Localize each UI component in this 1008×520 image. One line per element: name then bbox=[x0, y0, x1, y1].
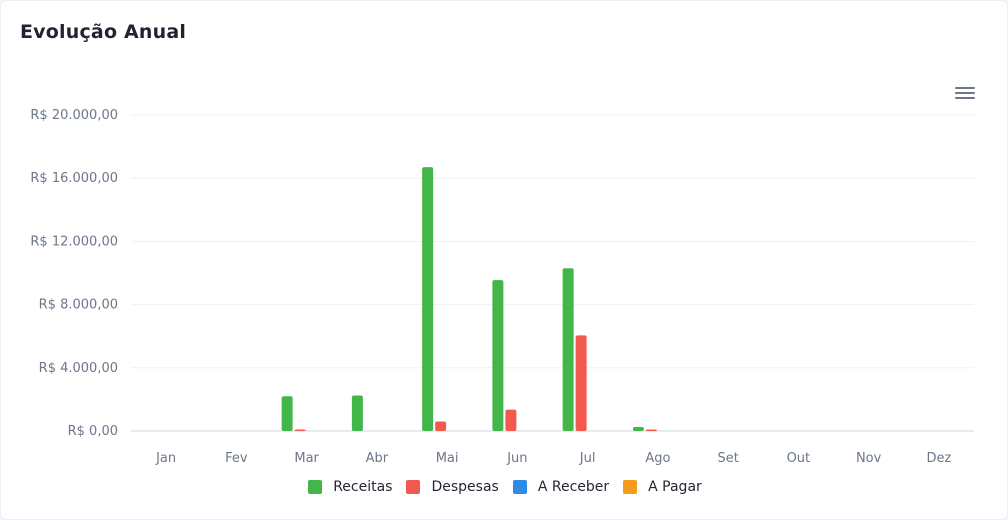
x-tick-label: Mar bbox=[294, 451, 319, 466]
legend-swatch bbox=[406, 480, 421, 494]
bar-despesas bbox=[435, 421, 447, 431]
bar-receitas bbox=[562, 268, 574, 431]
chart-legend: Receitas Despesas A Receber A Pagar bbox=[1, 479, 1008, 495]
x-tick-label: Ago bbox=[645, 451, 670, 466]
legend-label: Receitas bbox=[333, 479, 393, 495]
bar-receitas bbox=[281, 396, 293, 431]
bar-receitas bbox=[422, 167, 434, 431]
x-tick-label: Nov bbox=[856, 451, 882, 466]
legend-item[interactable]: Despesas bbox=[406, 479, 499, 495]
bar-despesas bbox=[575, 335, 587, 431]
x-tick-label: Jul bbox=[579, 451, 596, 466]
x-tick-label: Abr bbox=[366, 451, 389, 466]
x-tick-label: Fev bbox=[225, 451, 248, 466]
legend-label: A Pagar bbox=[648, 479, 702, 495]
bar-despesas bbox=[294, 429, 306, 431]
annual-evolution-chart: R$ 0,00 R$ 4.000,00 R$ 8.000,00 R$ 12.000,0… bbox=[30, 108, 974, 466]
bar-receitas bbox=[632, 427, 644, 431]
legend-item[interactable]: A Pagar bbox=[623, 479, 702, 495]
x-tick-label: Set bbox=[717, 451, 738, 466]
y-tick-label: R$ 8.000,00 bbox=[39, 298, 118, 313]
x-tick-label: Jan bbox=[155, 451, 176, 466]
bar-receitas bbox=[351, 395, 363, 431]
x-tick-label: Jun bbox=[506, 451, 527, 466]
bar-receitas bbox=[492, 280, 504, 431]
legend-swatch bbox=[308, 480, 323, 494]
legend-item[interactable]: Receitas bbox=[308, 479, 392, 495]
y-tick-label: R$ 20.000,00 bbox=[30, 108, 118, 123]
x-tick-label: Mai bbox=[436, 451, 459, 466]
bar-despesas bbox=[645, 429, 657, 431]
legend-swatch bbox=[623, 480, 638, 494]
x-tick-label: Out bbox=[787, 451, 811, 466]
y-tick-label: R$ 4.000,00 bbox=[39, 361, 118, 376]
legend-label: Despesas bbox=[431, 479, 499, 495]
legend-item[interactable]: A Receber bbox=[512, 479, 610, 495]
y-tick-label: R$ 0,00 bbox=[68, 424, 118, 439]
y-tick-label: R$ 12.000,00 bbox=[30, 234, 118, 249]
x-tick-label: Dez bbox=[926, 451, 951, 466]
hamburger-menu-icon[interactable] bbox=[955, 85, 977, 103]
card-title: Evolução Anual bbox=[20, 21, 187, 43]
bar-despesas bbox=[505, 409, 517, 431]
legend-swatch bbox=[512, 480, 527, 494]
y-tick-label: R$ 16.000,00 bbox=[30, 171, 118, 186]
legend-label: A Receber bbox=[537, 479, 610, 495]
